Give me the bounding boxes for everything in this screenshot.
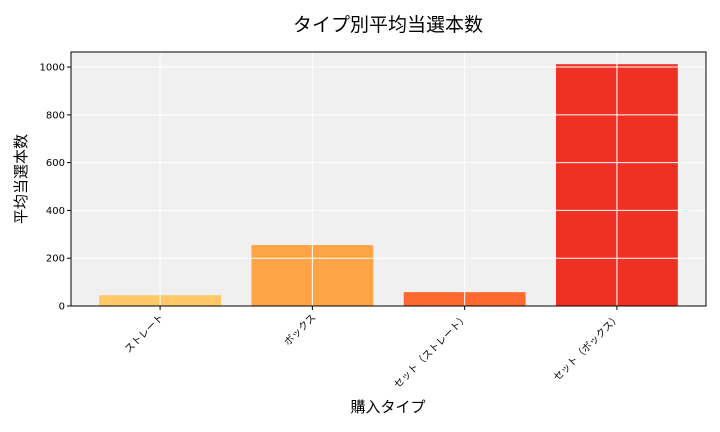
y-tick-label: 800 <box>46 110 65 121</box>
y-tick-label: 1000 <box>40 63 65 74</box>
plot-frame <box>70 51 707 307</box>
y-tick-label: 0 <box>59 302 65 313</box>
x-tick-label: セット（ストレート） <box>392 312 471 391</box>
y-tick-label: 400 <box>46 206 65 217</box>
y-tick-label: 200 <box>46 254 65 265</box>
chart-title: タイプ別平均当選本数 <box>293 14 483 36</box>
x-axis-label: 購入タイプ <box>350 398 425 416</box>
x-tick-label: ボックス <box>282 312 319 349</box>
y-axis-label: 平均当選本数 <box>12 134 30 224</box>
y-tick-label: 600 <box>46 158 65 169</box>
x-tick-label: ストレート <box>123 312 166 355</box>
x-tick-label: セット（ボックス） <box>551 312 623 384</box>
